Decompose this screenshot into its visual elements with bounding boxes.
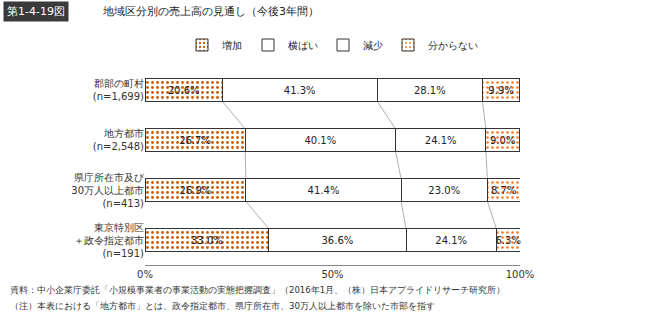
svg-text:増加: 増加: [221, 40, 242, 51]
svg-text:20.6%: 20.6%: [168, 85, 200, 96]
svg-text:県庁所在市及び30万人以上都市(n=413): 県庁所在市及び30万人以上都市(n=413): [71, 172, 145, 209]
svg-text:横ばい: 横ばい: [288, 40, 318, 51]
svg-text:減少: 減少: [363, 40, 383, 51]
svg-text:0%: 0%: [137, 269, 153, 280]
svg-text:26.9%: 26.9%: [180, 185, 212, 196]
svg-text:24.1%: 24.1%: [435, 235, 467, 246]
svg-text:8.7%: 8.7%: [491, 185, 516, 196]
svg-text:36.6%: 36.6%: [321, 235, 353, 246]
svg-text:26.7%: 26.7%: [179, 135, 211, 146]
svg-text:6.3%: 6.3%: [495, 235, 520, 246]
svg-text:地方都市(n=2,548): 地方都市(n=2,548): [93, 128, 144, 152]
svg-text:資料：中小企業庁委託「小規模事業者の事業活動の実態把握調査」: 資料：中小企業庁委託「小規模事業者の事業活動の実態把握調査」（2016年1月、（…: [10, 285, 505, 295]
svg-text:28.1%: 28.1%: [414, 85, 446, 96]
svg-text:9.0%: 9.0%: [490, 135, 515, 146]
svg-text:分からない: 分からない: [428, 40, 478, 51]
svg-text:40.1%: 40.1%: [304, 135, 336, 146]
svg-text:東京特別区＋政令指定都市(n=191): 東京特別区＋政令指定都市(n=191): [74, 222, 144, 259]
svg-text:33.0%: 33.0%: [191, 235, 223, 246]
svg-text:24.1%: 24.1%: [425, 135, 457, 146]
svg-text:（注）本表における「地方都市」とは、政令指定都市、県庁所在市: （注）本表における「地方都市」とは、政令指定都市、県庁所在市、30万人以上都市を…: [10, 301, 435, 311]
svg-text:41.3%: 41.3%: [284, 85, 316, 96]
svg-text:郡部の町村(n=1,699): 郡部の町村(n=1,699): [93, 78, 144, 102]
svg-text:41.4%: 41.4%: [308, 185, 340, 196]
svg-text:50%: 50%: [321, 269, 343, 280]
svg-text:地域区分別の売上高の見通し（今後3年間）: 地域区分別の売上高の見通し（今後3年間）: [102, 5, 319, 18]
svg-text:100%: 100%: [506, 269, 535, 280]
svg-text:第1-4-19図: 第1-4-19図: [7, 5, 65, 18]
svg-text:9.9%: 9.9%: [488, 85, 513, 96]
svg-text:23.0%: 23.0%: [428, 185, 460, 196]
